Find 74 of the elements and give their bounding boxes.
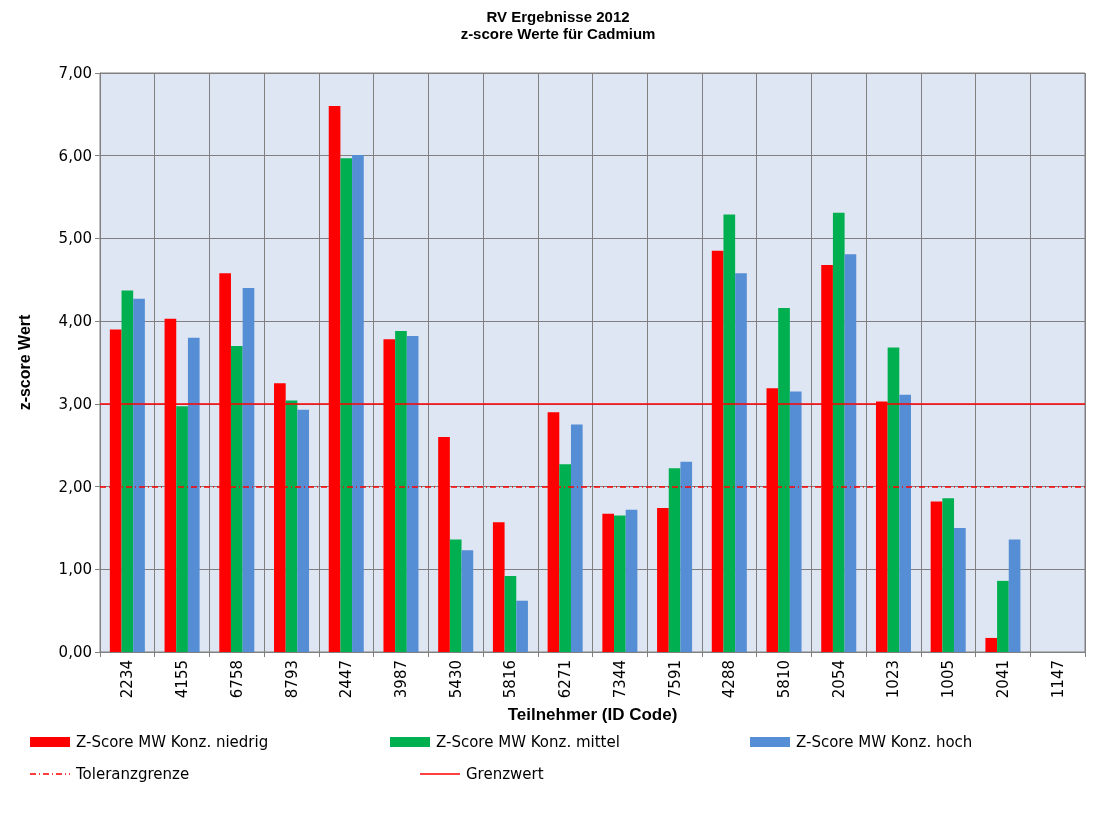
bar: [614, 515, 626, 652]
x-tick-label: 3987: [391, 660, 410, 699]
bar: [844, 254, 857, 652]
bar: [449, 539, 462, 652]
x-tick-label: 7591: [665, 660, 684, 699]
y-tick-label: 6,00: [58, 146, 92, 165]
bar: [461, 550, 474, 652]
y-tick-label: 2,00: [58, 477, 92, 496]
bar: [887, 347, 900, 652]
bar: [492, 522, 505, 652]
legend-label: Z-Score MW Konz. hoch: [796, 733, 973, 751]
bar: [680, 461, 693, 652]
bar: [954, 527, 966, 652]
bar: [778, 307, 790, 652]
x-tick-label: 5430: [446, 660, 465, 699]
y-tick-label: 0,00: [58, 643, 92, 661]
y-axis-title: z-score Wert: [15, 313, 33, 411]
bar: [997, 580, 1009, 652]
bar: [723, 214, 736, 652]
bar: [625, 509, 638, 652]
chart-subtitle: z-score Werte für Cadmium: [460, 25, 656, 42]
bar: [602, 513, 615, 652]
x-tick-label: 2234: [118, 660, 137, 699]
bar: [570, 424, 583, 652]
bar: [230, 345, 243, 652]
bar: [516, 600, 528, 652]
x-tick-label: 7344: [610, 660, 629, 699]
bar: [121, 290, 134, 652]
x-axis-title: Teilnehmer (ID Code): [507, 705, 678, 725]
bar: [340, 158, 353, 652]
legend-label: Toleranzgrenze: [76, 765, 190, 783]
x-tick-label: 4288: [720, 660, 739, 699]
x-tick-label: 1147: [1048, 660, 1067, 699]
bar: [504, 575, 517, 652]
x-tick-label: 6758: [227, 660, 246, 699]
y-tick-label: 1,00: [58, 560, 92, 579]
x-tick-label: 5810: [775, 660, 794, 699]
legend-label: Z-Score MW Konz. niedrig: [76, 733, 269, 751]
bar: [942, 498, 955, 652]
bar: [187, 337, 200, 652]
bar: [559, 464, 571, 652]
x-tick-label: 1005: [939, 660, 958, 699]
bar: [735, 273, 747, 652]
y-tick-label: 7,00: [58, 64, 92, 82]
bar: [176, 406, 188, 652]
bar: [1008, 539, 1021, 652]
chart-title: RV Ergebnisse 2012: [486, 8, 630, 25]
bar: [352, 154, 364, 652]
bar: [668, 468, 681, 652]
y-tick-label: 4,00: [58, 312, 92, 331]
x-tick-label: 2041: [993, 660, 1012, 699]
bar: [930, 501, 943, 652]
x-tick-label: 4155: [173, 660, 192, 699]
bar: [899, 394, 911, 652]
bar: [985, 637, 998, 652]
bar: [406, 336, 419, 652]
x-tick-label: 2054: [829, 660, 848, 699]
bar: [657, 508, 669, 652]
x-tick-label: 2447: [337, 660, 356, 699]
legend-label: Z-Score MW Konz. mittel: [436, 733, 620, 751]
x-tick-label: 1023: [884, 660, 903, 699]
bar: [133, 298, 145, 652]
bar: [297, 409, 310, 652]
y-tick-label: 3,00: [58, 394, 92, 413]
legend-label: Grenzwert: [466, 765, 544, 783]
y-tick-label: 5,00: [58, 229, 92, 248]
x-tick-label: 8793: [282, 660, 301, 699]
bar: [832, 212, 845, 652]
x-tick-label: 6271: [556, 660, 575, 699]
bar: [242, 288, 255, 652]
x-tick-label: 5816: [501, 660, 520, 699]
bar: [789, 391, 802, 652]
bar: [395, 331, 407, 652]
bar: [285, 400, 298, 652]
